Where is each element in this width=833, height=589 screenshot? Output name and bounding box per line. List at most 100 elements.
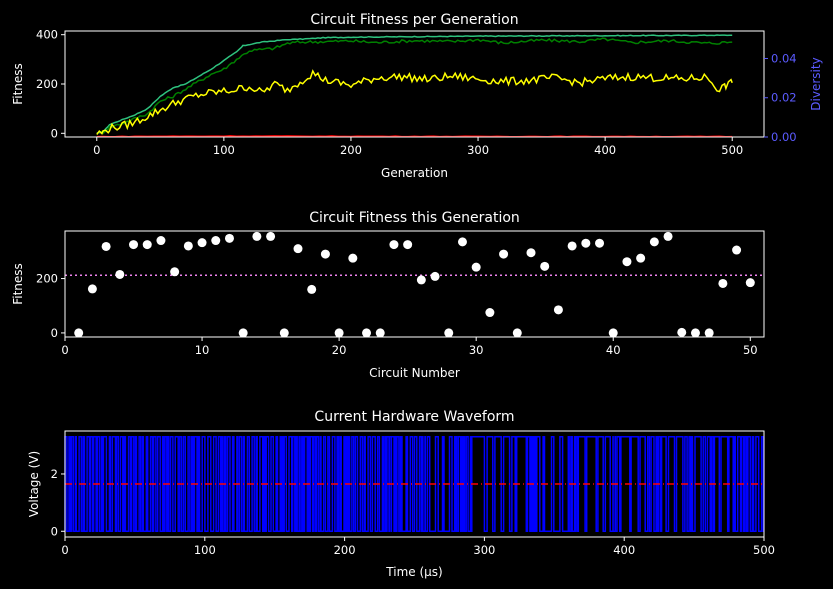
chart3-y-ticks: 02 [51,467,65,538]
chart3-ytick-label: 0 [51,524,58,538]
chart3-ytick-label: 2 [51,467,58,481]
chart2-point [156,236,166,246]
chart2-point [252,231,262,241]
chart2-point [375,328,385,338]
chart1-ytick-label: 200 [36,77,58,91]
chart1-series-average [96,69,733,135]
chart2-point [183,241,193,251]
chart1-y-ticks: 0 200 400 [36,28,65,140]
chart2-point [129,240,139,250]
chart1-ylabel: Fitness [11,63,25,105]
chart2-point [732,245,742,255]
chart2-point [704,328,714,338]
chart1-xtick-label: 200 [340,143,362,157]
chart1-y2-ytick-label: 0.02 [771,91,797,105]
chart2-xtick-label: 40 [606,343,621,357]
chart3-xlabel: Time (µs) [385,565,442,579]
chart2-point [430,271,440,281]
chart2-ytick-label: 200 [36,272,58,286]
chart2-point [348,253,358,263]
chart2-x-ticks: 0 10 20 30 40 50 [61,337,758,357]
chart2-point [293,244,303,254]
chart2-xlabel: Circuit Number [369,366,460,380]
chart2-point [115,269,125,279]
chart2-point [499,249,509,259]
chart2-point [485,308,495,318]
chart2-ytick-label: 0 [51,326,58,340]
chart2-point [444,328,454,338]
chart2-point [266,231,276,241]
chart2-point [567,241,577,251]
chart1-y2-ytick-label: 0.04 [771,51,797,65]
chart2-point [553,305,563,315]
chart3-xtick-label: 500 [753,543,775,557]
chart3-title: Current Hardware Waveform [314,409,514,425]
chart2-xtick-label: 20 [332,343,347,357]
chart2-y-ticks: 0 200 [36,272,65,340]
chart3-ylabel: Voltage (V) [27,451,41,517]
chart1-x-ticks: 0 100 200 300 400 500 [93,137,743,157]
chart2-point [101,241,111,251]
chart1-ytick-label: 0 [51,126,58,140]
chart1-xtick-label: 400 [594,143,616,157]
chart3-waveform [64,435,765,533]
panel-hardware-waveform: Current Hardware Waveform 0 100 200 300 400 5… [27,409,775,579]
chart2-point [526,248,536,258]
chart2-xtick-label: 10 [195,343,210,357]
chart2-point [74,328,84,338]
panel-fitness-this-generation: Circuit Fitness this Generation 0 10 20 30 4… [11,210,765,380]
chart1-title: Circuit Fitness per Generation [310,12,518,28]
chart2-point [512,328,522,338]
chart2-point [211,236,221,246]
chart1-series-upper [96,37,733,135]
chart1-y2label: Diversity [809,57,823,110]
chart2-title: Circuit Fitness this Generation [309,210,520,226]
chart2-point [362,328,372,338]
chart2-point [622,257,632,267]
panel-fitness-per-generation: Circuit Fitness per Generation 0 100 200 30… [11,12,823,180]
chart1-y2-ytick-label: 0.00 [771,130,797,144]
chart3-xtick-label: 300 [473,543,495,557]
chart2-point [170,267,180,277]
chart2-point [718,278,728,288]
chart1-xtick-label: 0 [93,143,100,157]
chart2-point [142,240,152,250]
chart3-xtick-label: 200 [334,543,356,557]
chart2-point [677,327,687,337]
chart2-point [238,328,248,338]
chart1-series-best [96,34,733,134]
chart2-point [690,328,700,338]
chart1-series-diversity [96,135,733,138]
chart1-ytick-label: 400 [36,28,58,42]
chart1-xlabel: Generation [381,166,448,180]
chart2-point [636,253,646,263]
chart2-xtick-label: 50 [743,343,758,357]
chart3-plot-area [64,435,765,533]
chart2-point [403,240,413,250]
chart1-xtick-label: 100 [213,143,235,157]
chart2-point [663,231,673,241]
chart2-point [389,240,399,250]
chart2-plot-area [65,231,764,338]
chart2-frame [64,230,765,338]
chart3-frame [64,430,765,538]
chart1-xtick-label: 300 [467,143,489,157]
chart1-plot-area [96,34,733,138]
chart2-point [307,284,317,294]
chart2-point [595,238,605,248]
chart2-point [457,237,467,247]
chart2-point [416,275,426,285]
chart3-xtick-label: 0 [61,543,68,557]
chart2-point [279,328,289,338]
chart2-point [87,284,97,294]
chart2-point [608,328,618,338]
chart2-point [745,278,755,288]
chart2-point [224,233,234,243]
chart2-ylabel: Fitness [11,263,25,305]
chart2-point [540,261,550,271]
chart2-point [197,238,207,248]
chart2-point [334,328,344,338]
chart2-point [649,237,659,247]
chart2-xtick-label: 0 [61,343,68,357]
